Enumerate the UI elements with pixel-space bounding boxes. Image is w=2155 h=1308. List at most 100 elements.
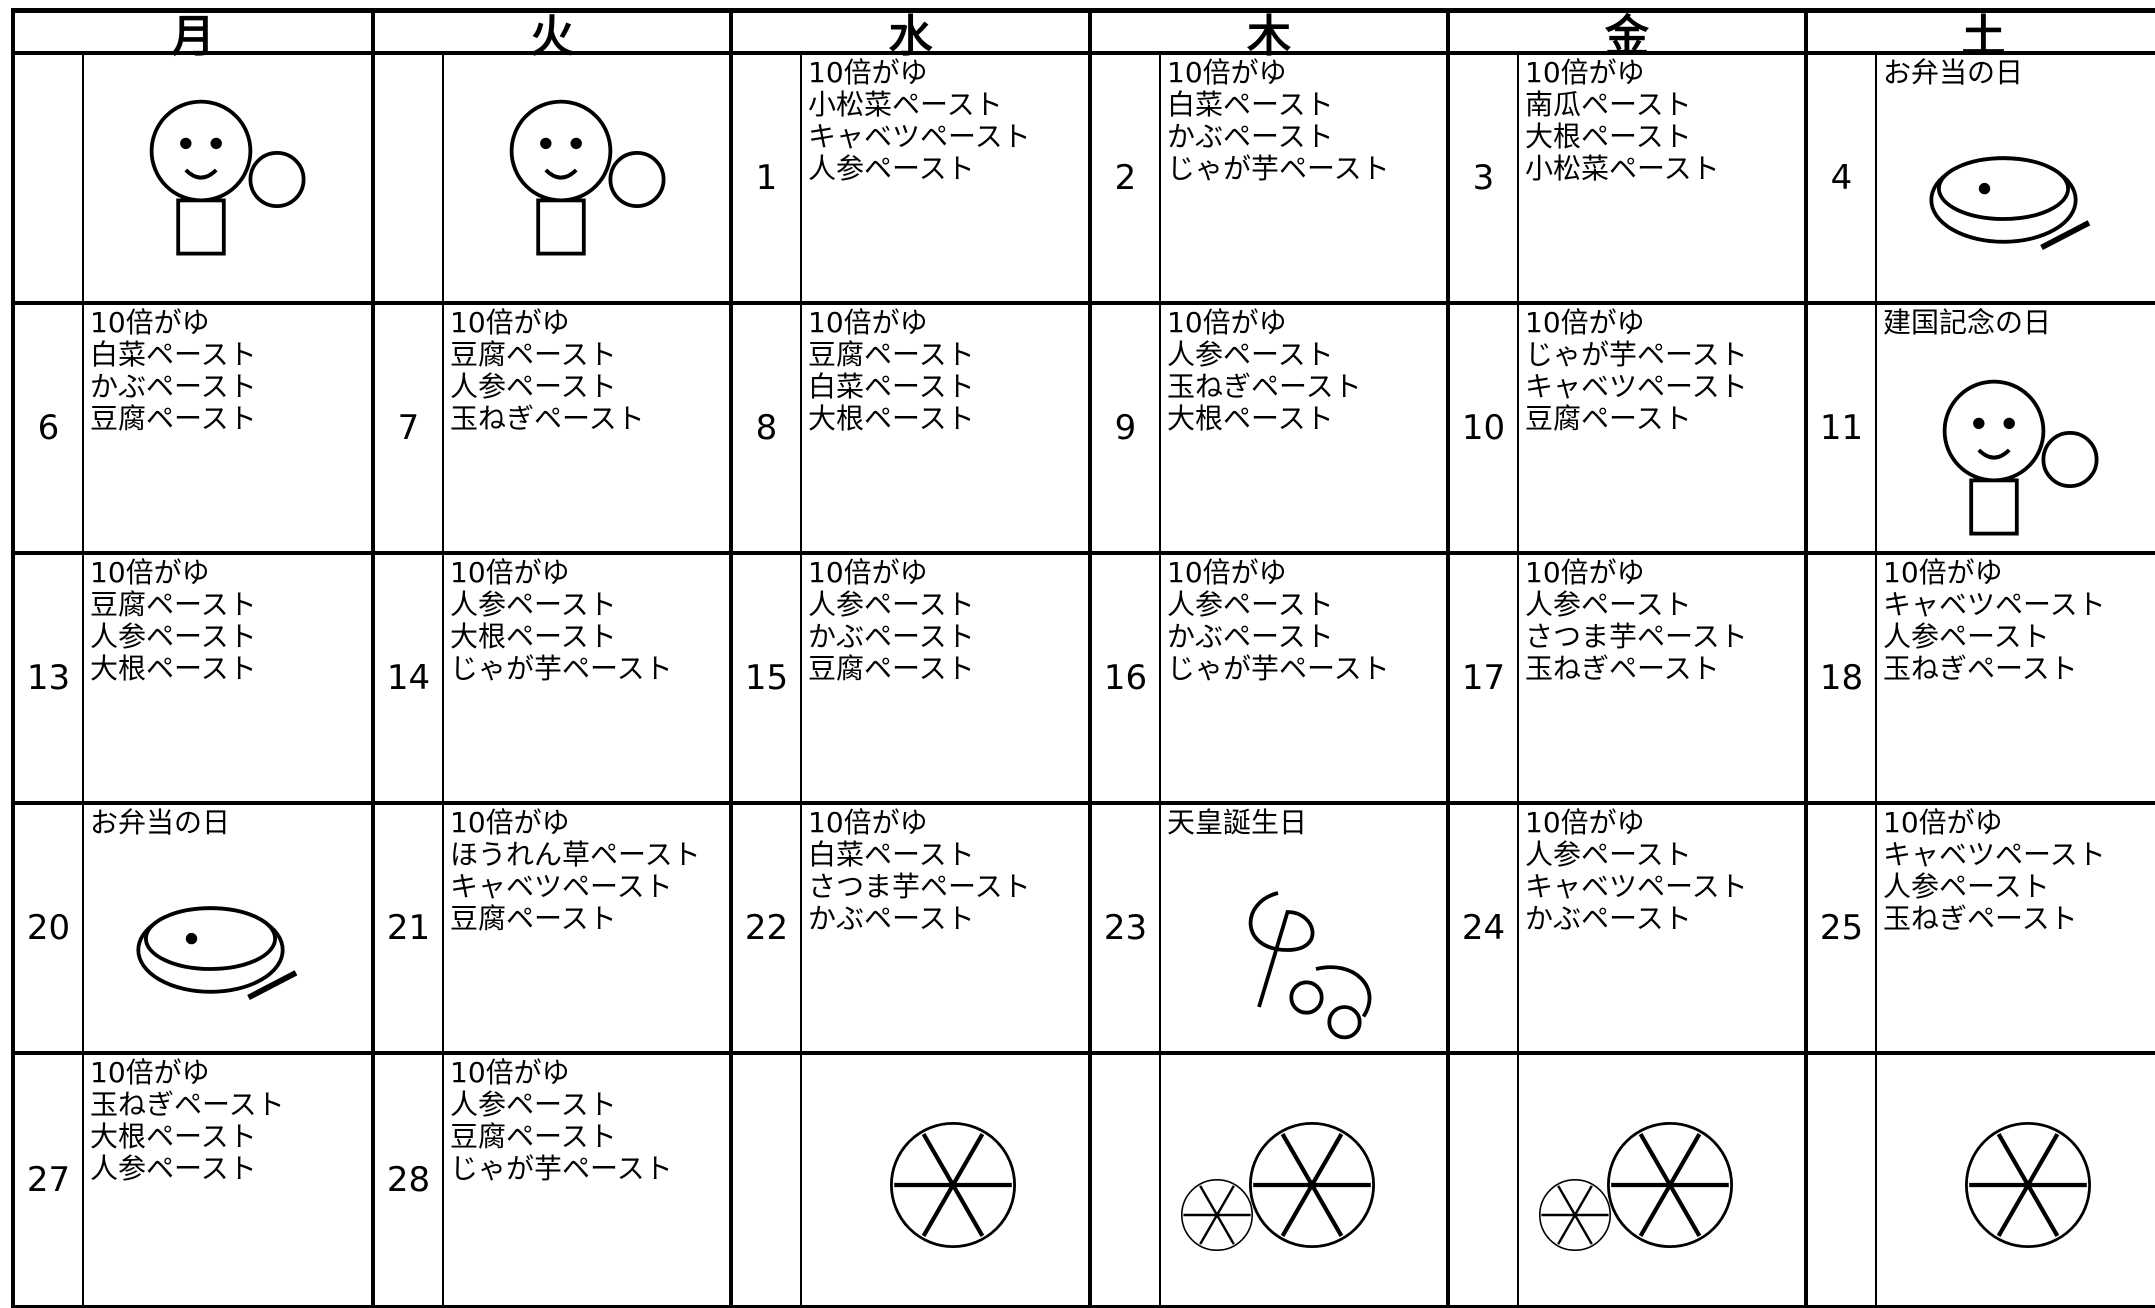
menu-item: 玉ねぎペースト <box>1525 652 1720 685</box>
date-column: 17 <box>1450 555 1519 801</box>
day-cell: 7 10倍がゆ 豆腐ペースト 人参ペースト 玉ねぎペースト <box>371 305 729 555</box>
date-column: 22 <box>733 805 802 1051</box>
date-column <box>375 55 444 301</box>
menu-item: キャベツペースト <box>808 120 1031 153</box>
menu-item: 10倍がゆ <box>90 306 210 339</box>
date-column <box>1092 1055 1161 1305</box>
day-cell: 20 お弁当の日 <box>11 805 371 1055</box>
menu-item: 豆腐ペースト <box>808 652 975 685</box>
date-column: 13 <box>15 555 84 801</box>
menu-item: 10倍がゆ <box>450 556 570 589</box>
date-number: 18 <box>1819 658 1864 698</box>
menu-item: 10倍がゆ <box>1883 556 2003 589</box>
menu-item: 白菜ペースト <box>808 370 975 403</box>
menu-item: ほうれん草ペースト <box>450 838 701 871</box>
day-cell: 24 10倍がゆ 人参ペースト キャベツペースト かぶペースト <box>1446 805 1804 1055</box>
menu-item: かぶペースト <box>1525 902 1692 935</box>
cell-content: 建国記念の日 <box>1877 305 2155 551</box>
date-column: 3 <box>1450 55 1519 301</box>
menu-item: 小松菜ペースト <box>1525 152 1720 185</box>
date-column: 6 <box>15 305 84 551</box>
menu-item: 豆腐ペースト <box>1525 402 1692 435</box>
day-cell: 21 10倍がゆ ほうれん草ペースト キャベツペースト 豆腐ペースト <box>371 805 729 1055</box>
day-cell: 17 10倍がゆ 人参ペースト さつま芋ペースト 玉ねぎペースト <box>1446 555 1804 805</box>
menu-item: さつま芋ペースト <box>1525 620 1748 653</box>
date-number: 7 <box>397 408 420 448</box>
date-number: 1 <box>755 158 778 198</box>
menu-item: 豆腐ペースト <box>450 338 617 371</box>
date-column: 20 <box>15 805 84 1051</box>
date-column: 14 <box>375 555 444 801</box>
date-column: 23 <box>1092 805 1161 1051</box>
date-number: 20 <box>26 908 71 948</box>
day-cell: 23 天皇誕生日 <box>1088 805 1446 1055</box>
date-number: 10 <box>1461 408 1506 448</box>
menu-item: 白菜ペースト <box>90 338 257 371</box>
menu-item: 10倍がゆ <box>808 56 928 89</box>
menu-item: キャベツペースト <box>1883 838 2106 871</box>
menu-item: 豆腐ペースト <box>90 588 257 621</box>
cell-content: 10倍がゆ 小松菜ペースト キャベツペースト 人参ペースト <box>802 55 1088 301</box>
date-number: 13 <box>26 658 71 698</box>
date-number: 6 <box>37 408 60 448</box>
day-header: 木 <box>1088 8 1446 62</box>
day-header: 土 <box>1804 8 2155 62</box>
menu-item: かぶペースト <box>1167 620 1334 653</box>
date-column: 10 <box>1450 305 1519 551</box>
menu-item: かぶペースト <box>808 620 975 653</box>
day-cell: 27 10倍がゆ 玉ねぎペースト 大根ペースト 人参ペースト <box>11 1055 371 1308</box>
menu-item: 大根ペースト <box>808 402 975 435</box>
menu-item: 人参ペースト <box>808 588 975 621</box>
menu-item: さつま芋ペースト <box>808 870 1031 903</box>
day-cell: 15 10倍がゆ 人参ペースト かぶペースト 豆腐ペースト <box>729 555 1088 805</box>
day-cell: 22 10倍がゆ 白菜ペースト さつま芋ペースト かぶペースト <box>729 805 1088 1055</box>
cell-content: 10倍がゆ 白菜ペースト かぶペースト じゃが芋ペースト <box>1161 55 1446 301</box>
date-column: 9 <box>1092 305 1161 551</box>
menu-item: かぶペースト <box>90 370 257 403</box>
menu-item: 人参ペースト <box>90 1152 257 1185</box>
cell-content: 10倍がゆ 人参ペースト 大根ペースト じゃが芋ペースト <box>444 555 729 801</box>
illustration <box>136 906 298 1001</box>
cell-content: お弁当の日 <box>84 805 371 1051</box>
day-cell: 4 お弁当の日 <box>1804 55 2155 305</box>
menu-item: 10倍がゆ <box>1167 56 1287 89</box>
menu-item: 人参ペースト <box>1525 588 1692 621</box>
menu-item: 人参ペースト <box>450 1088 617 1121</box>
date-number: 14 <box>386 658 431 698</box>
cell-content: 10倍がゆ 人参ペースト さつま芋ペースト 玉ねぎペースト <box>1519 555 1804 801</box>
day-cell <box>11 55 371 305</box>
menu-item: 人参ペースト <box>1525 838 1692 871</box>
menu-item: 人参ペースト <box>808 152 975 185</box>
menu-item: 10倍がゆ <box>1525 556 1645 589</box>
day-cell: 9 10倍がゆ 人参ペースト 玉ねぎペースト 大根ペースト <box>1088 305 1446 555</box>
date-number: 8 <box>755 408 778 448</box>
cell-content: 10倍がゆ 白菜ペースト さつま芋ペースト かぶペースト <box>802 805 1088 1051</box>
day-header: 火 <box>371 8 729 62</box>
date-number: 28 <box>386 1160 431 1200</box>
illustration <box>1248 891 1372 1040</box>
menu-item: 人参ペースト <box>1883 620 2050 653</box>
menu-item: 人参ペースト <box>450 588 617 621</box>
cell-content: 10倍がゆ ほうれん草ペースト キャベツペースト 豆腐ペースト <box>444 805 729 1051</box>
date-column: 24 <box>1450 805 1519 1051</box>
date-number: 2 <box>1114 158 1137 198</box>
cell-content: 10倍がゆ 豆腐ペースト 白菜ペースト 大根ペースト <box>802 305 1088 551</box>
menu-item: キャベツペースト <box>450 870 673 903</box>
day-cell: 1 10倍がゆ 小松菜ペースト キャベツペースト 人参ペースト <box>729 55 1088 305</box>
day-cell <box>1804 1055 2155 1308</box>
menu-item: 10倍がゆ <box>450 806 570 839</box>
day-cell <box>371 55 729 305</box>
menu-item: 白菜ペースト <box>808 838 975 871</box>
date-number: 9 <box>1114 408 1137 448</box>
date-number: 4 <box>1830 158 1853 198</box>
day-cell: 28 10倍がゆ 人参ペースト 豆腐ペースト じゃが芋ペースト <box>371 1055 729 1308</box>
day-cell: 11 建国記念の日 <box>1804 305 2155 555</box>
cell-content: 10倍がゆ キャベツペースト 人参ペースト 玉ねぎペースト <box>1877 805 2155 1051</box>
cell-content: 天皇誕生日 <box>1161 805 1446 1051</box>
day-cell: 2 10倍がゆ 白菜ペースト かぶペースト じゃが芋ペースト <box>1088 55 1446 305</box>
cell-content: お弁当の日 <box>1877 55 2155 301</box>
day-cell: 14 10倍がゆ 人参ペースト 大根ペースト じゃが芋ペースト <box>371 555 729 805</box>
menu-item: 豆腐ペースト <box>450 1120 617 1153</box>
day-header: 水 <box>729 8 1088 62</box>
day-cell: 10 10倍がゆ じゃが芋ペースト キャベツペースト 豆腐ペースト <box>1446 305 1804 555</box>
